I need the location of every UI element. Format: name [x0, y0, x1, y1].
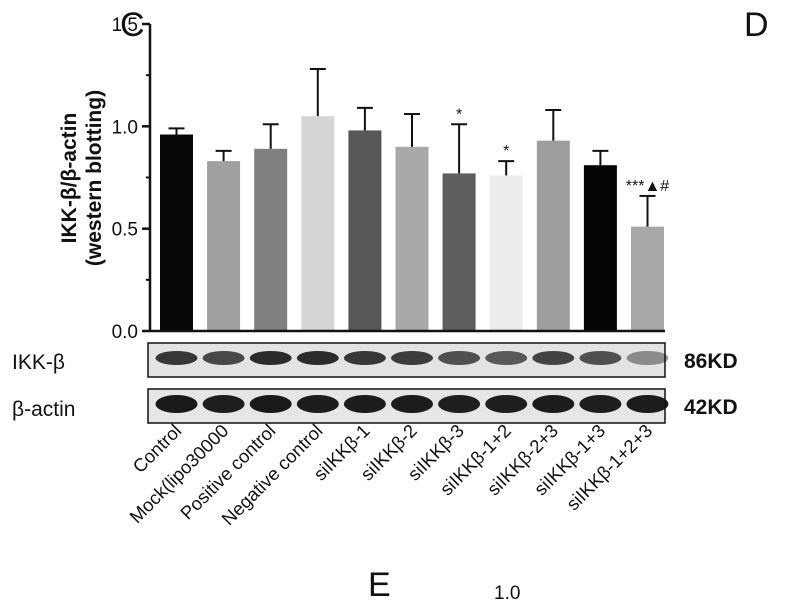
blot-band-ikk-10	[579, 351, 622, 365]
blot-band-actin-1	[155, 395, 198, 413]
significance-mark-8: *	[503, 143, 509, 160]
bar-6	[395, 146, 429, 331]
error-bar-8	[498, 160, 515, 176]
y-tick-label-0: 0.0	[112, 322, 138, 343]
error-bar-4	[309, 68, 326, 117]
bar-7	[442, 173, 476, 331]
blot-band-ikk-7	[438, 351, 481, 365]
blot-label-ikk: IKK-β	[12, 351, 65, 374]
blot-band-actin-8	[485, 395, 528, 413]
error-bar-5	[356, 106, 373, 131]
y-axis-title-line1: IKK-β/β-actin	[58, 113, 81, 244]
error-bar-3	[262, 123, 279, 149]
bar-11	[631, 226, 664, 331]
bar-2	[207, 161, 241, 331]
blot-band-actin-11	[626, 395, 669, 413]
panel-label-c: C	[120, 6, 145, 44]
panel-label-d: D	[744, 6, 769, 44]
bar-9	[536, 140, 570, 331]
blot-size-actin: 42KD	[684, 396, 738, 419]
error-bar-1	[168, 127, 185, 135]
blot-band-ikk-8	[485, 351, 528, 365]
bar-3	[254, 148, 288, 331]
blot-band-actin-4	[296, 395, 339, 413]
error-bar-6	[404, 113, 420, 147]
blot-band-ikk-3	[249, 351, 292, 365]
y-tick-label-3: 1.5	[112, 15, 138, 36]
blot-size-ikk: 86KD	[684, 350, 738, 373]
blot-band-actin-7	[438, 395, 481, 413]
blot-bands-actin	[155, 395, 669, 413]
blot-band-actin-10	[579, 395, 622, 413]
error-bar-7	[451, 123, 468, 174]
western-blot: IKK-β β-actin 86KD 42KD	[12, 342, 738, 424]
error-bar-9	[545, 108, 562, 141]
bar-8	[489, 175, 523, 331]
error-bar-10	[592, 149, 609, 166]
blot-band-ikk-1	[155, 351, 198, 365]
significance-mark-11: ***▲#	[626, 178, 670, 195]
blot-band-actin-9	[532, 395, 575, 413]
y-axis-title: IKK-β/β-actin (western blotting)	[58, 90, 106, 266]
y-tick-label-1: 0.5	[112, 220, 138, 241]
blot-band-ikk-4	[296, 351, 339, 365]
blot-band-actin-2	[202, 395, 245, 413]
y-axis-title-line2: (western blotting)	[83, 90, 106, 266]
panel-e-partial-tick: 1.0	[494, 583, 520, 600]
blot-bands-ikk	[155, 351, 669, 365]
error-bar-11	[639, 194, 656, 227]
blot-band-ikk-2	[202, 351, 245, 365]
blot-band-ikk-6	[391, 351, 433, 365]
blot-band-actin-6	[391, 395, 433, 413]
blot-band-ikk-9	[532, 351, 575, 365]
bar-10	[583, 165, 617, 331]
blot-band-actin-5	[343, 395, 386, 413]
bar-5	[348, 130, 382, 331]
blot-band-ikk-11	[626, 351, 669, 365]
error-bar-2	[215, 149, 232, 162]
bar-1	[160, 134, 193, 331]
blot-label-actin: β-actin	[12, 398, 75, 421]
y-axis: 0.0 0.5 1.0 1.5	[112, 15, 665, 343]
significance-mark-7: *	[456, 106, 462, 123]
blot-band-actin-3	[249, 395, 292, 413]
bar-series: * * ***▲#	[160, 68, 670, 331]
y-tick-label-2: 1.0	[112, 117, 138, 138]
blot-band-ikk-5	[343, 351, 386, 365]
panel-label-e: E	[368, 566, 391, 600]
bar-4	[301, 116, 335, 331]
